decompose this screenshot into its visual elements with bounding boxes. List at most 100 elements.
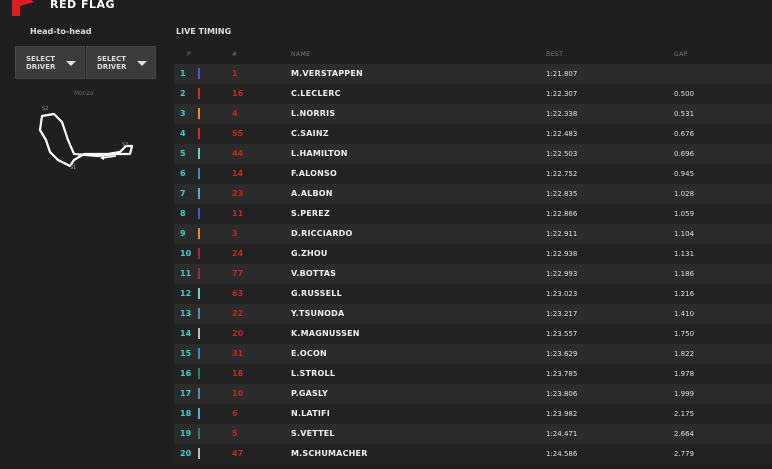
car-number-cell: 44 [232, 149, 244, 158]
team-color-bar [198, 428, 200, 439]
driver-name-cell: V.BOTTAS [291, 269, 337, 278]
position-cell: 17 [180, 389, 192, 398]
position-cell: 16 [180, 369, 192, 378]
driver-name-cell: Y.TSUNODA [291, 309, 345, 318]
gap-cell: 1.131 [674, 250, 695, 258]
table-row[interactable]: 9 3 D.RICCIARDO 1:22.911 1.104 [174, 224, 772, 244]
best-lap-cell: 1:22.483 [546, 130, 578, 138]
gap-cell: 1.104 [674, 230, 695, 238]
driver-name-cell: S.VETTEL [291, 429, 335, 438]
position-cell: 1 [180, 69, 186, 78]
team-color-bar [198, 328, 200, 339]
best-lap-cell: 1:23.023 [546, 290, 578, 298]
driver-name-cell: F.ALONSO [291, 169, 337, 178]
table-row[interactable]: 11 77 V.BOTTAS 1:22.993 1.186 [174, 264, 772, 284]
gap-cell: 2.664 [674, 430, 695, 438]
driver-name-cell: C.SAINZ [291, 129, 329, 138]
gap-cell: 2.175 [674, 410, 695, 418]
car-number-cell: 4 [232, 109, 238, 118]
gap-cell: 0.696 [674, 150, 695, 158]
best-lap-cell: 1:22.835 [546, 190, 578, 198]
driver-name-cell: D.RICCIARDO [291, 229, 353, 238]
car-number-cell: 6 [232, 409, 238, 418]
team-color-bar [198, 448, 200, 459]
team-color-bar [198, 128, 200, 139]
best-lap-cell: 1:22.866 [546, 210, 578, 218]
column-header-best: BEST [546, 51, 564, 58]
gap-cell: 0.500 [674, 90, 695, 98]
red-flag-icon [12, 0, 34, 16]
car-number-cell: 55 [232, 129, 244, 138]
gap-cell: 1.750 [674, 330, 695, 338]
team-color-bar [198, 168, 200, 179]
car-number-cell: 10 [232, 389, 244, 398]
table-row[interactable]: 6 14 F.ALONSO 1:22.752 0.945 [174, 164, 772, 184]
best-lap-cell: 1:22.911 [546, 230, 578, 238]
table-row[interactable]: 16 18 L.STROLL 1:23.785 1.978 [174, 364, 772, 384]
gap-cell: 0.945 [674, 170, 695, 178]
team-color-bar [198, 348, 200, 359]
car-number-cell: 3 [232, 229, 238, 238]
driver-name-cell: K.MAGNUSSEN [291, 329, 360, 338]
live-timing-title: LIVE TIMING [176, 27, 232, 36]
table-row[interactable]: 3 4 L.NORRIS 1:22.338 0.531 [174, 104, 772, 124]
gap-cell: 1.059 [674, 210, 695, 218]
table-row[interactable]: 20 47 M.SCHUMACHER 1:24.586 2.779 [174, 444, 772, 464]
best-lap-cell: 1:24.471 [546, 430, 578, 438]
select-driver-2-label: SELECT DRIVER [97, 54, 127, 71]
table-row[interactable]: 17 10 P.GASLY 1:23.806 1.999 [174, 384, 772, 404]
position-cell: 10 [180, 249, 192, 258]
chevron-down-icon [137, 61, 147, 66]
team-color-bar [198, 88, 200, 99]
table-row[interactable]: 15 31 E.OCON 1:23.629 1.822 [174, 344, 772, 364]
table-row[interactable]: 18 6 N.LATIFI 1:23.982 2.175 [174, 404, 772, 424]
column-header-pos: P [187, 51, 192, 58]
table-row[interactable]: 12 63 G.RUSSELL 1:23.023 1.216 [174, 284, 772, 304]
top-bar: RED FLAG [0, 0, 772, 16]
sector-label-s1: S1 [70, 165, 77, 171]
position-cell: 4 [180, 129, 186, 138]
driver-name-cell: L.NORRIS [291, 109, 336, 118]
gap-cell: 1.186 [674, 270, 695, 278]
select-driver-1-label: SELECT DRIVER [26, 54, 56, 71]
live-timing-table: 1 1 M.VERSTAPPEN 1:21.807 2 16 C.LECLERC 1:22.3… [174, 64, 772, 464]
select-driver-1-button[interactable]: SELECT DRIVER [15, 46, 85, 79]
table-row[interactable]: 13 22 Y.TSUNODA 1:23.217 1.410 [174, 304, 772, 324]
best-lap-cell: 1:22.503 [546, 150, 578, 158]
driver-name-cell: C.LECLERC [291, 89, 341, 98]
position-cell: 7 [180, 189, 186, 198]
best-lap-cell: 1:22.752 [546, 170, 578, 178]
driver-name-cell: G.RUSSELL [291, 289, 342, 298]
car-number-cell: 16 [232, 89, 244, 98]
track-name: Monza [74, 90, 94, 97]
gap-cell: 1.410 [674, 310, 695, 318]
best-lap-cell: 1:21.807 [546, 70, 578, 78]
car-number-cell: 18 [232, 369, 244, 378]
table-row[interactable]: 8 11 S.PEREZ 1:22.866 1.059 [174, 204, 772, 224]
driver-name-cell: M.VERSTAPPEN [291, 69, 363, 78]
table-row[interactable]: 1 1 M.VERSTAPPEN 1:21.807 [174, 64, 772, 84]
driver-name-cell: L.HAMILTON [291, 149, 348, 158]
position-cell: 13 [180, 309, 192, 318]
table-row[interactable]: 19 5 S.VETTEL 1:24.471 2.664 [174, 424, 772, 444]
position-cell: 3 [180, 109, 186, 118]
chevron-down-icon [66, 61, 76, 66]
select-driver-2-button[interactable]: SELECT DRIVER [86, 46, 156, 79]
team-color-bar [198, 288, 200, 299]
team-color-bar [198, 308, 200, 319]
flag-status-text: RED FLAG [50, 0, 116, 11]
best-lap-cell: 1:22.338 [546, 110, 578, 118]
table-row[interactable]: 7 23 A.ALBON 1:22.835 1.028 [174, 184, 772, 204]
table-row[interactable]: 5 44 L.HAMILTON 1:22.503 0.696 [174, 144, 772, 164]
table-row[interactable]: 2 16 C.LECLERC 1:22.307 0.500 [174, 84, 772, 104]
team-color-bar [198, 408, 200, 419]
table-row[interactable]: 14 20 K.MAGNUSSEN 1:23.557 1.750 [174, 324, 772, 344]
sector-label-s3: S3 [122, 142, 129, 148]
column-header-name: NAME [291, 51, 311, 58]
driver-name-cell: E.OCON [291, 349, 327, 358]
table-row[interactable]: 10 24 G.ZHOU 1:22.938 1.131 [174, 244, 772, 264]
table-row[interactable]: 4 55 C.SAINZ 1:22.483 0.676 [174, 124, 772, 144]
best-lap-cell: 1:23.785 [546, 370, 578, 378]
car-number-cell: 23 [232, 189, 244, 198]
driver-name-cell: P.GASLY [291, 389, 328, 398]
